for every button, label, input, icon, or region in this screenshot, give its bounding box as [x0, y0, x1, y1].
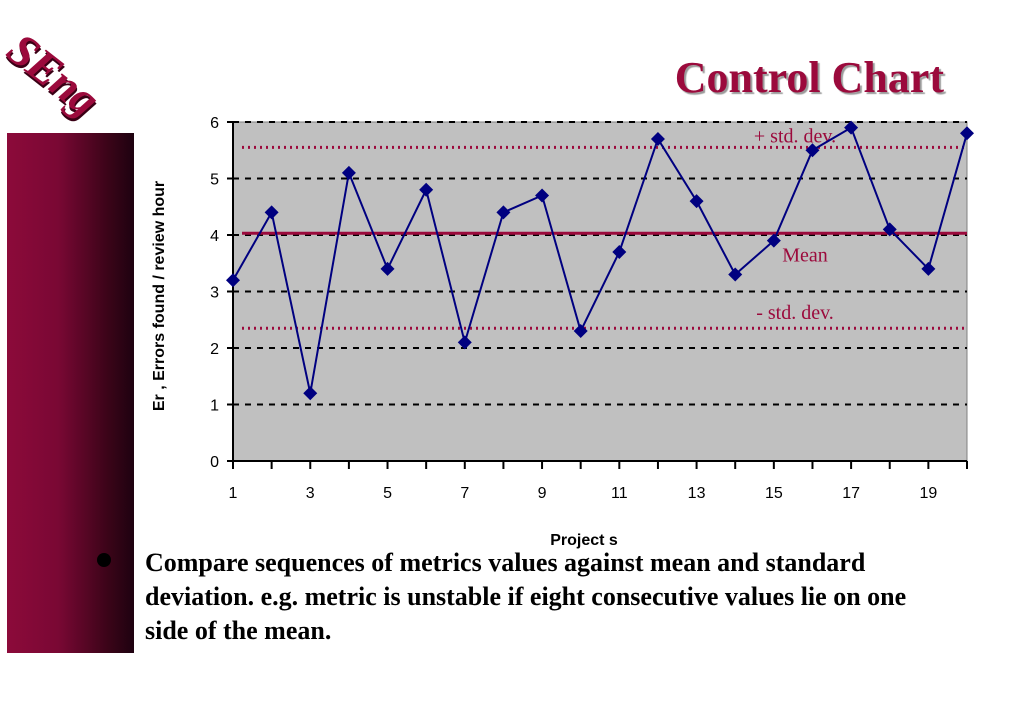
data-point — [535, 188, 550, 203]
y-tick-label: 1 — [210, 398, 219, 415]
sidebar-decoration — [7, 133, 134, 653]
data-point — [457, 335, 472, 350]
x-tick-label: 5 — [383, 485, 392, 502]
mean-label: Mean — [782, 244, 828, 266]
data-point — [805, 143, 820, 158]
data-point — [303, 386, 318, 401]
y-tick-label: 3 — [210, 285, 219, 302]
bullet-text: Compare sequences of metrics values agai… — [145, 548, 907, 645]
data-point — [960, 126, 974, 141]
slide-title: Control Chart — [674, 53, 944, 102]
x-axis-title: Project s — [550, 532, 618, 549]
data-point — [419, 182, 434, 197]
data-point — [921, 261, 936, 276]
y-axis-title: Er , Errors found / review hour — [151, 181, 168, 411]
data-point — [689, 194, 704, 209]
upper-std-dev-label: + std. dev. — [754, 125, 836, 147]
x-tick-label: 7 — [460, 485, 469, 502]
data-point — [612, 244, 627, 259]
data-point — [380, 261, 395, 276]
data-point — [341, 165, 356, 180]
series-line — [232, 126, 968, 394]
lower-std-dev-label: - std. dev. — [756, 302, 834, 324]
x-tick-label: 17 — [842, 485, 860, 502]
y-tick-label: 6 — [210, 115, 219, 132]
data-point — [226, 273, 240, 288]
data-point — [728, 267, 743, 282]
x-tick-label: 11 — [611, 485, 628, 502]
y-tick-label: 4 — [210, 228, 219, 245]
x-tick-label: 9 — [538, 485, 547, 502]
data-point — [844, 120, 859, 135]
data-point — [264, 205, 279, 220]
x-tick-label: 3 — [306, 485, 315, 502]
data-point — [882, 222, 897, 237]
data-point — [573, 324, 588, 339]
data-point — [766, 233, 781, 248]
y-tick-label: 0 — [210, 454, 219, 471]
data-point — [650, 131, 665, 146]
y-tick-label: 5 — [210, 172, 219, 189]
y-tick-label: 2 — [210, 341, 219, 358]
x-tick-label: 19 — [919, 485, 937, 502]
data-point — [496, 205, 511, 220]
bullet-point — [97, 553, 111, 567]
x-tick-label: 13 — [688, 485, 706, 502]
x-tick-label: 1 — [229, 485, 238, 502]
x-tick-label: 15 — [765, 485, 783, 502]
